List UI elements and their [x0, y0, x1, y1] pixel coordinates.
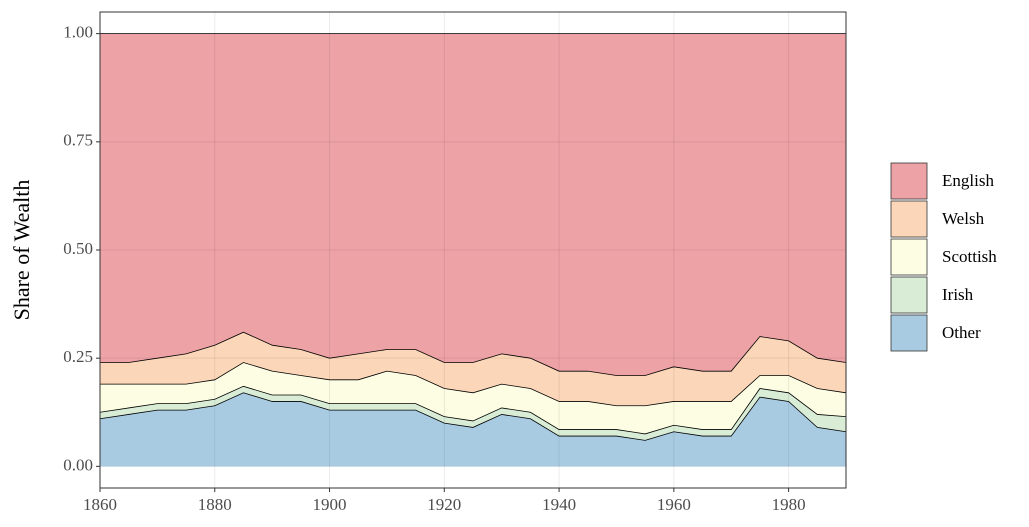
- legend-label: English: [942, 171, 994, 190]
- y-tick-label: 0.00: [63, 455, 93, 474]
- y-axis-label: Share of Wealth: [9, 180, 34, 321]
- x-tick-label: 1880: [198, 495, 232, 514]
- area: [100, 392, 846, 467]
- area: [100, 33, 846, 376]
- area-edge: [99, 385, 847, 435]
- area-edge: [99, 392, 847, 441]
- y-tick-label: 0.75: [63, 131, 93, 150]
- legend: English Welsh Scottish Irish Other: [890, 162, 997, 352]
- area: [100, 386, 846, 441]
- y-tick-label: 0.50: [63, 239, 93, 258]
- legend-label: Irish: [942, 285, 974, 304]
- legend-swatch: [890, 314, 928, 352]
- y-tick-label: 1.00: [63, 23, 93, 42]
- area: [100, 362, 846, 434]
- y-tick-label: 0.25: [63, 347, 93, 366]
- legend-label: Welsh: [942, 209, 985, 228]
- x-tick-label: 1920: [427, 495, 461, 514]
- x-tick-label: 1980: [772, 495, 806, 514]
- legend-swatch: [890, 162, 928, 200]
- legend-swatch: [890, 276, 928, 314]
- x-tick-label: 1960: [657, 495, 691, 514]
- legend-label: Scottish: [942, 247, 997, 266]
- x-tick-label: 1900: [313, 495, 347, 514]
- legend-swatch: [890, 238, 928, 276]
- legend-label: Other: [942, 323, 981, 342]
- x-tick-label: 1940: [542, 495, 576, 514]
- x-tick-label: 1860: [83, 495, 117, 514]
- area: [100, 332, 846, 406]
- legend-swatch: [890, 200, 928, 238]
- area-edge: [100, 362, 847, 407]
- area-edge: [100, 331, 847, 376]
